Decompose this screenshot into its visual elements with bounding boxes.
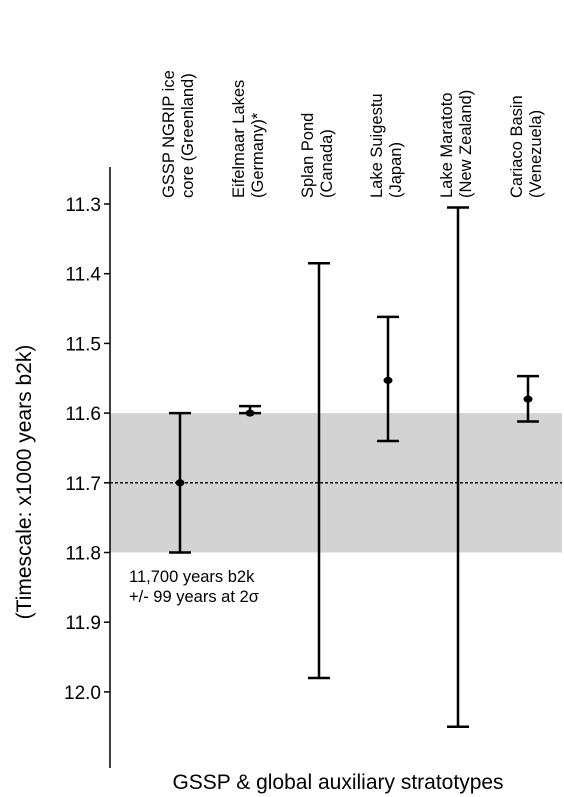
site-label-line-2: (Canada): [318, 129, 336, 198]
data-point: [245, 409, 255, 417]
site-label-line-1: Cariaco Basin: [508, 95, 526, 198]
error-bar-2: [239, 404, 261, 417]
site-label-line-2: (Japan): [387, 142, 405, 198]
y-tick-label: 11.9: [65, 613, 101, 634]
annotation-line-2: +/- 99 years at 2σ: [129, 588, 259, 606]
site-labels: GSSP NGRIP ice core (Greenland) Eifelmaar …: [160, 70, 545, 198]
y-ticks: 11.3 11.4 11.5 11.6 11.7 11.8 11.9 12.0: [64, 195, 110, 704]
site-label-line-2: (Germany)*: [249, 112, 267, 198]
x-axis-title: GSSP & global auxiliary stratotypes: [172, 771, 503, 794]
y-tick-label: 11.5: [65, 334, 101, 355]
y-tick-label: 12.0: [64, 683, 101, 704]
error-bar-1: [169, 411, 191, 554]
site-label-line-1: Eifelmaar Lakes: [230, 80, 248, 198]
error-bar-5: [447, 206, 469, 728]
y-tick-label: 11.7: [65, 474, 101, 495]
site-label-2: Eifelmaar Lakes (Germany)*: [230, 80, 267, 198]
error-bar-3: [308, 261, 330, 680]
annotation-line-1: 11,700 years b2k: [129, 568, 255, 586]
site-label-6: Cariaco Basin (Venezuela): [508, 95, 545, 198]
data-point: [523, 395, 533, 403]
site-label-line-2: core (Greenland): [179, 73, 197, 198]
data-point: [175, 479, 185, 487]
y-tick-label: 11.4: [65, 265, 101, 286]
annotation: 11,700 years b2k +/- 99 years at 2σ: [129, 568, 259, 606]
site-label-line-1: Splan Pond: [299, 113, 317, 198]
site-label-line-2: (Venezuela): [527, 110, 545, 198]
site-label-line-1: Lake Maratoto: [438, 93, 456, 198]
error-bar-4: [377, 315, 399, 443]
error-bars: [169, 206, 539, 728]
data-point: [383, 376, 393, 384]
site-label-line-2: (New Zealand): [457, 90, 475, 198]
y-tick-label: 11.6: [65, 404, 101, 425]
plot-area: 11.3 11.4 11.5 11.6 11.7 11.8 11.9 12.0 GSSP NG…: [64, 70, 562, 768]
y-axis-title: (Timescale: x1000 years b2k): [13, 345, 36, 620]
y-tick-label: 11.3: [65, 195, 101, 216]
y-tick-label: 11.8: [65, 544, 101, 565]
site-label-line-1: GSSP NGRIP ice: [160, 70, 178, 198]
site-label-line-1: Lake Suigestu: [368, 93, 386, 198]
site-label-1: GSSP NGRIP ice core (Greenland): [160, 70, 197, 198]
error-bar-6: [517, 374, 539, 423]
site-label-3: Splan Pond (Canada): [299, 113, 336, 198]
site-label-4: Lake Suigestu (Japan): [368, 93, 405, 198]
site-label-5: Lake Maratoto (New Zealand): [438, 90, 475, 198]
